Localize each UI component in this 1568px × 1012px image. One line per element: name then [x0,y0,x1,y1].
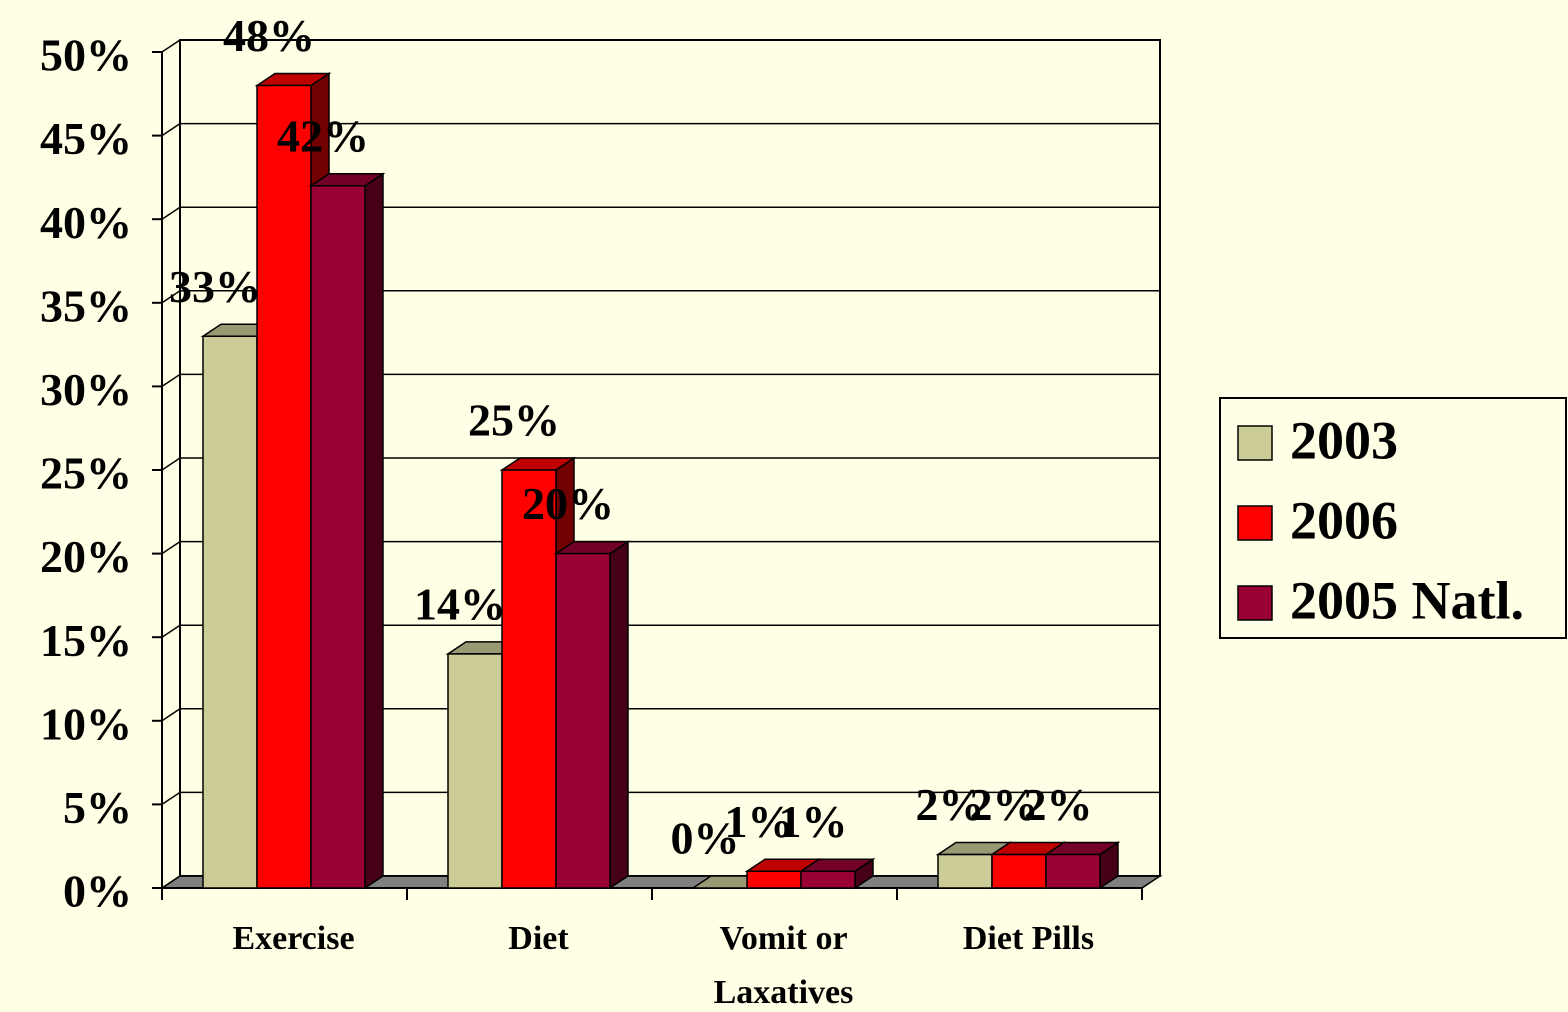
value-label: 0% [671,813,740,864]
bar-front [991,853,1047,889]
y-tick-label: 25% [40,448,132,499]
x-tick-label: Diet [508,920,569,957]
bar [499,456,577,890]
grid-line-side [161,540,181,555]
grid-line-side [161,122,181,137]
bar-front [937,853,993,889]
y-tick-label: 50% [40,30,132,81]
bar-front [501,469,557,889]
grid-line-side [161,708,181,722]
value-label: 2% [916,779,985,830]
value-label: 2% [970,779,1039,830]
value-label: 1% [725,796,794,847]
legend-box [1219,397,1567,639]
grid-line-side [161,290,181,304]
y-tick-label: 20% [40,531,132,582]
grid-line-side [161,206,181,220]
bar [798,857,876,890]
x-tick-label: Exercise [232,920,355,957]
value-label: 25% [468,395,560,446]
bar-front [800,870,856,889]
y-tick-label: 35% [40,280,132,331]
bar [308,172,386,890]
bar-front [447,653,503,889]
grid-line-side [161,791,181,806]
bar-front [555,552,611,889]
bar-front [310,185,366,889]
grid-line-side [161,457,181,471]
bar-side [364,172,384,890]
value-label: 2% [1024,779,1093,830]
legend-swatch [1237,505,1273,541]
bar-side [609,540,629,890]
y-tick-label: 40% [40,197,132,248]
grid-line-side [161,875,181,889]
value-label: 1% [779,796,848,847]
value-label: 14% [414,578,506,629]
grid-line-side [161,373,181,388]
legend-swatch [1237,585,1273,621]
y-tick-label: 5% [63,782,132,833]
value-label: 20% [522,478,614,529]
y-tick-label: 10% [40,698,132,749]
bar-front [1045,853,1101,889]
x-tick-label: Vomit or Laxatives [713,920,854,1011]
y-tick-label: 15% [40,615,132,666]
x-tick-label: Diet Pills [962,920,1095,957]
bar [1043,841,1121,890]
legend-label: 2005 Natl. [1290,570,1524,630]
y-tick-label: 30% [40,364,132,415]
value-label: 48% [223,10,315,61]
bar-front [256,84,312,889]
y-tick-label: 0% [63,866,132,917]
bar [553,540,631,890]
bar-front [202,335,258,889]
bar-front [746,870,802,889]
legend-label: 2006 [1290,490,1398,550]
grid-line-side [161,39,181,53]
legend-label: 2003 [1290,410,1398,470]
y-tick-label: 45% [40,113,132,164]
value-label: 33% [169,261,261,312]
grid-line-side [161,624,181,638]
legend-swatch [1237,425,1273,461]
value-label: 42% [277,110,369,161]
